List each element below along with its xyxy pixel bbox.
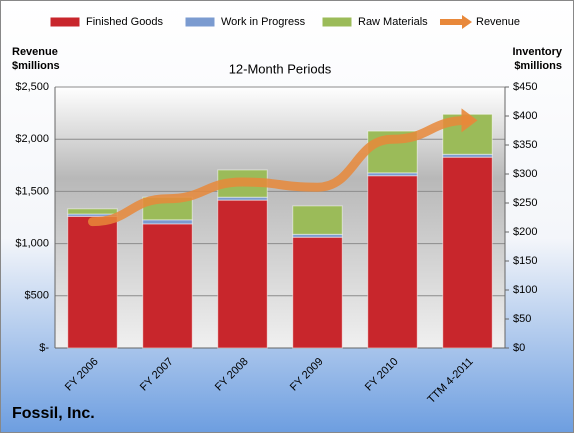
legend-swatch bbox=[462, 15, 472, 29]
y-tick-label: $1,000 bbox=[15, 238, 49, 250]
y2-tick-label: $350 bbox=[513, 139, 537, 151]
y2-axis-title: $millions bbox=[514, 60, 562, 72]
bar-segment bbox=[367, 175, 418, 349]
y2-tick-label: $50 bbox=[513, 313, 531, 325]
bar-segment bbox=[67, 215, 118, 349]
legend-swatch bbox=[321, 16, 353, 28]
y-tick-label: $500 bbox=[25, 290, 49, 302]
legend-swatch bbox=[49, 16, 81, 28]
legend-label: Finished Goods bbox=[86, 16, 164, 28]
y2-tick-label: $300 bbox=[513, 168, 537, 180]
chart-title: 12-Month Periods bbox=[229, 61, 332, 76]
bar-segment bbox=[217, 199, 268, 349]
bar-segment bbox=[142, 219, 193, 225]
y2-tick-label: $400 bbox=[513, 110, 537, 122]
y-axis-title: Revenue bbox=[12, 46, 58, 58]
y-tick-label: $1,500 bbox=[15, 185, 49, 197]
y2-tick-label: $150 bbox=[513, 255, 537, 267]
y2-tick-label: $450 bbox=[513, 81, 537, 93]
y2-axis-title: Inventory bbox=[512, 46, 562, 58]
revenue-line bbox=[88, 115, 472, 227]
bar-segment bbox=[292, 205, 343, 235]
y2-tick-label: $250 bbox=[513, 197, 537, 209]
y-tick-label: $2,000 bbox=[15, 133, 49, 145]
y-tick-label: $2,500 bbox=[15, 81, 49, 93]
y-axis-title: $millions bbox=[12, 60, 60, 72]
company-name: Fossil, Inc. bbox=[12, 405, 95, 422]
y2-tick-label: $0 bbox=[513, 342, 525, 354]
y2-tick-label: $100 bbox=[513, 284, 537, 296]
bar-segment bbox=[292, 236, 343, 349]
arrow-head bbox=[461, 108, 478, 133]
bar-segment bbox=[67, 208, 118, 215]
y2-tick-label: $200 bbox=[513, 226, 537, 238]
y-tick-label: $- bbox=[39, 342, 49, 354]
legend-label: Work in Progress bbox=[221, 16, 306, 28]
legend-label: Revenue bbox=[476, 16, 520, 28]
legend-label: Raw Materials bbox=[358, 16, 428, 28]
bar-segment bbox=[142, 223, 193, 349]
bar-segment bbox=[442, 156, 493, 349]
legend-swatch bbox=[184, 16, 216, 28]
